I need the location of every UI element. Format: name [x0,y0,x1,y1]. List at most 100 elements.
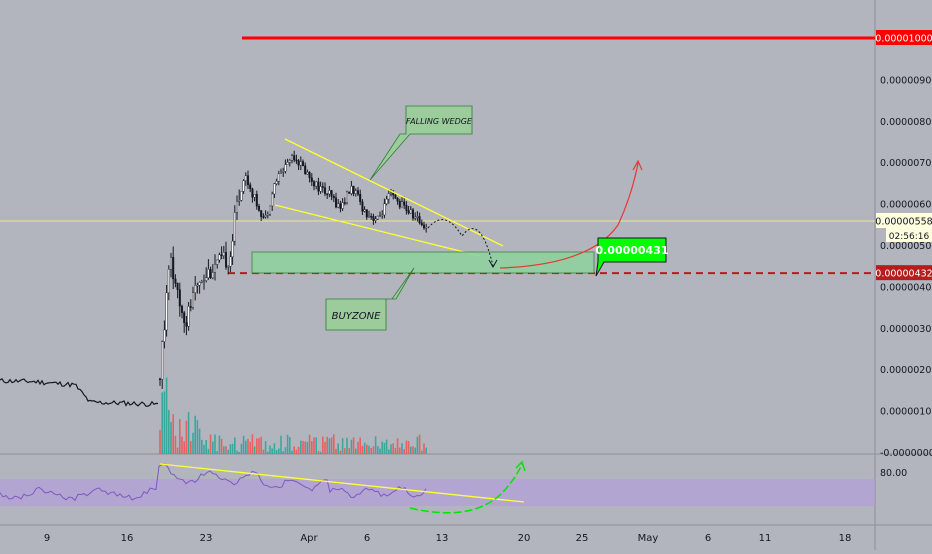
volume-bar [251,434,254,454]
time-tick-label: 16 [121,533,134,544]
candle-body [357,190,360,195]
time-tick-label: 18 [839,533,852,544]
volume-bar [363,442,366,454]
volume-bar [161,392,163,454]
volume-bar [282,451,284,454]
rsi-line [0,463,427,502]
candle-body [324,187,327,194]
time-axis-bg [0,525,932,550]
candle-body [392,192,395,196]
candle-body [229,256,232,267]
volume-bar [333,434,335,454]
volume-bar [234,437,236,454]
candle-body [277,173,280,182]
volume-bar [412,446,414,454]
volume-bar [205,440,207,454]
volume-bar [192,432,194,454]
volume-bar [359,437,361,454]
candle-body [295,159,298,162]
price-tick-label: 0.00000400 [880,282,932,293]
candle-body [423,224,426,229]
candle-body [169,257,172,270]
candle-body [213,264,216,273]
candle-body [222,252,225,256]
candle-body [343,202,346,204]
volume-bar [403,449,405,454]
volume-bar [185,420,188,454]
price-tick-label: -0.00000000 [880,448,932,459]
volume-bar [300,440,302,454]
candle-body [231,240,234,258]
price-tick-label: 0.00000100 [880,407,932,418]
candle-body [361,201,364,212]
candle-body [235,201,238,213]
price-tick-label: 0.00000600 [880,200,932,211]
target-price-text: 0.00001000 [875,34,932,45]
volume-bar [293,446,295,454]
volume-bar [179,418,181,454]
volume-bar [326,436,328,454]
rsi-bullish-curve [409,463,523,514]
price-tick-label: 0.00000900 [880,75,932,86]
volume-bar [238,451,240,454]
candle-body [246,175,249,185]
candle-body [372,216,375,221]
volume-bar [267,451,269,454]
volume-bar [361,445,364,454]
volume-bar [262,449,265,454]
volume-bar [253,446,256,454]
candle-body [174,278,177,284]
candle-body [260,210,263,217]
volume-bar [194,415,196,454]
volume-bar [273,443,276,454]
volume-bar [218,435,221,454]
volume-bar [264,440,267,454]
candle-body [306,172,309,175]
volume-bar [348,448,350,454]
volume-bar [214,434,216,454]
candle-body [293,155,296,161]
volume-bar [165,377,168,454]
volume-bar [366,444,368,454]
time-tick-label: 25 [576,533,589,544]
volume-bar [381,441,383,454]
candle-body [189,306,192,308]
volume-bar [198,428,201,454]
volume-bar [291,450,293,454]
time-tick-label: May [638,533,659,544]
volume-bar [275,450,278,454]
candle-body [368,215,371,218]
time-tick-label: 20 [518,533,531,544]
candle-body [335,197,338,208]
candle-body [346,191,349,203]
candle-body [158,378,161,381]
volume-bar [168,409,170,454]
candle-body [269,205,272,215]
volume-bar [231,443,234,454]
volume-bar [236,450,238,454]
volume-bar [414,447,416,454]
candle-body [273,183,276,195]
candle-body [403,201,406,206]
volume-bar [337,443,339,454]
projection-arrowhead [488,259,498,269]
volume-bar [207,448,210,454]
volume-bar [352,437,355,454]
bullish-projection-arrowhead [632,159,643,171]
volume-bar [209,434,212,454]
volume-bar [405,440,408,454]
volume-bar [319,451,322,454]
volume-bar [284,447,287,454]
volume-bar [187,412,190,454]
candle-body [317,181,320,192]
candle-body [398,200,401,208]
volume-bar [183,441,185,454]
volume-bar [368,445,370,454]
rsi-trendline [159,463,525,503]
volume-bar [324,441,326,454]
candle-body [284,164,287,172]
volume-bar [201,439,203,454]
countdown-badge [886,227,932,242]
candle-body [218,254,221,261]
